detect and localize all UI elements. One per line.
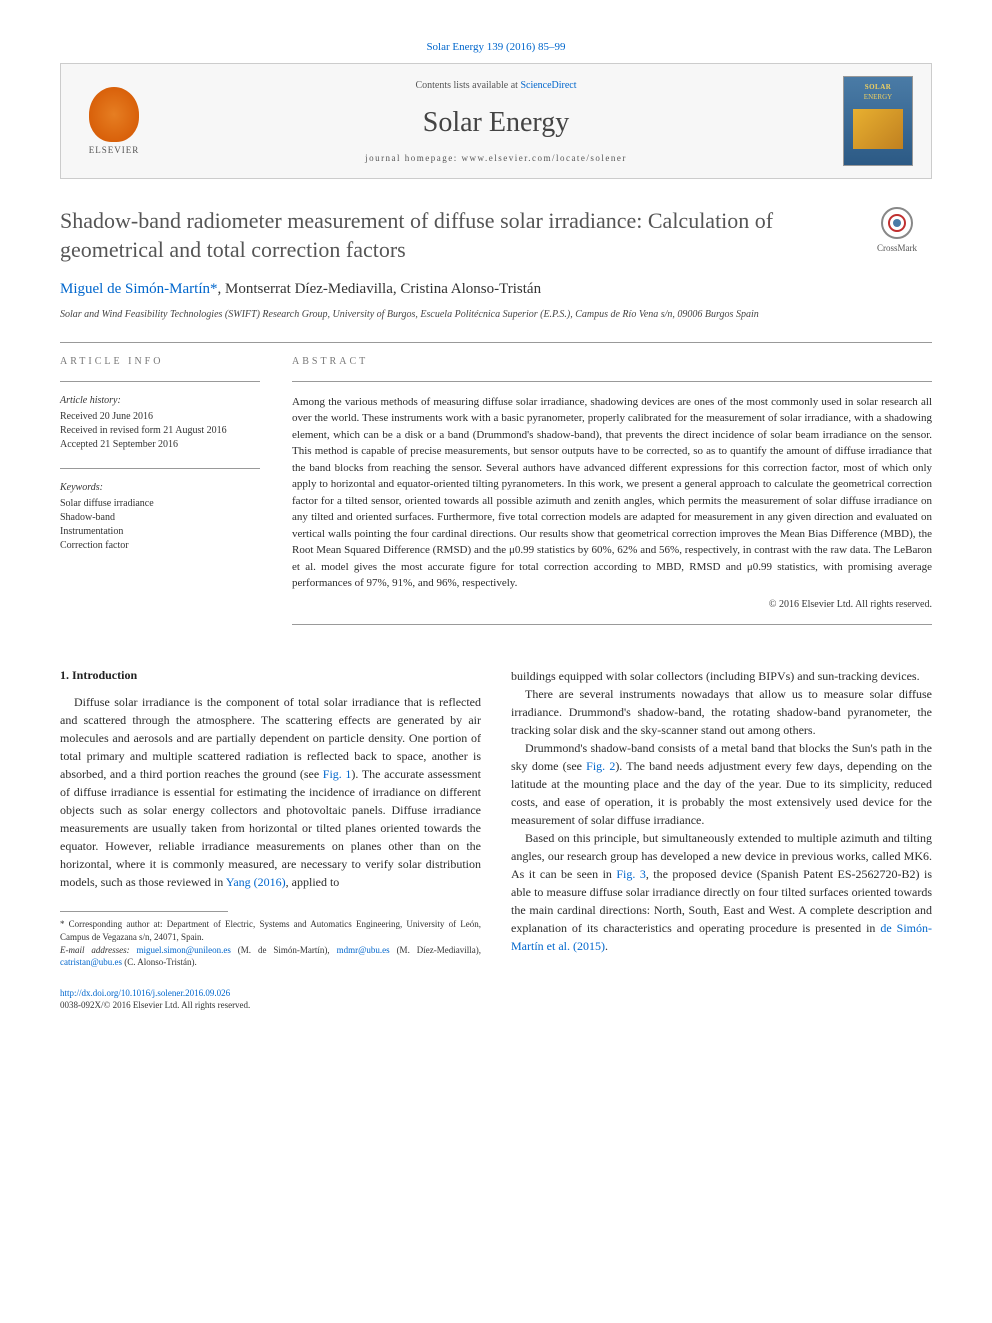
crossmark-label: CrossMark [877,243,917,253]
info-divider-2 [60,468,260,469]
keyword-1: Solar diffuse irradiance [60,497,260,511]
history-label: Article history: [60,394,260,408]
contents-prefix: Contents lists available at [415,80,520,91]
intro-right-text: buildings equipped with solar collectors… [511,667,932,955]
footnote-separator [60,911,228,912]
abstract-copyright: © 2016 Elsevier Ltd. All rights reserved… [292,598,932,612]
affiliation: Solar and Wind Feasibility Technologies … [60,308,932,322]
info-abstract-row: article info Article history: Received 2… [60,355,932,637]
crossmark-icon [881,207,913,239]
crossmark-badge[interactable]: CrossMark [862,207,932,255]
abstract-divider-bottom [292,624,932,625]
corresponding-footnote: * Corresponding author at: Department of… [60,918,481,943]
doi-link[interactable]: http://dx.doi.org/10.1016/j.solener.2016… [60,987,932,1000]
fig-2-link[interactable]: Fig. 2 [586,759,615,773]
elsevier-logo[interactable]: ELSEVIER [79,81,149,161]
keyword-4: Correction factor [60,539,260,553]
email-3-link[interactable]: catristan@ubu.es [60,957,122,967]
cover-subtitle: ENERGY [864,93,892,103]
email-label: E-mail addresses: [60,945,137,955]
section-1-heading: 1. Introduction [60,667,481,684]
journal-header: ELSEVIER Contents lists available at Sci… [60,63,932,179]
email-2-link[interactable]: mdmr@ubu.es [337,945,390,955]
p5-text-c: . [605,939,608,953]
left-column: 1. Introduction Diffuse solar irradiance… [60,667,481,969]
email-1-link[interactable]: miguel.simon@unileon.es [137,945,231,955]
email-3-name: (C. Alonso-Tristán). [122,957,197,967]
journal-name: Solar Energy [149,103,843,142]
p3: There are several instruments nowadays t… [511,685,932,739]
email-2-name: (M. Díez-Mediavilla), [390,945,481,955]
homepage-prefix: journal homepage: [365,153,461,163]
fig-1-link[interactable]: Fig. 1 [323,767,352,781]
divider-top [60,342,932,343]
keyword-2: Shadow-band [60,511,260,525]
abstract-text: Among the various methods of measuring d… [292,394,932,592]
corresponding-mark[interactable]: * [210,281,218,297]
elsevier-label: ELSEVIER [89,144,140,157]
sciencedirect-link[interactable]: ScienceDirect [520,80,576,91]
cover-sun-icon [853,109,903,149]
journal-reference: Solar Energy 139 (2016) 85–99 [60,40,932,55]
article-title: Shadow-band radiometer measurement of di… [60,207,932,264]
keywords-block: Keywords: Solar diffuse irradiance Shado… [60,481,260,553]
p2: buildings equipped with solar collectors… [511,667,932,685]
article-info-column: article info Article history: Received 2… [60,355,260,637]
p1-text-c: , applied to [286,875,340,889]
revised-date: Received in revised form 21 August 2016 [60,424,260,438]
abstract-column: abstract Among the various methods of me… [292,355,932,637]
abstract-heading: abstract [292,355,932,369]
elsevier-tree-icon [89,87,139,142]
history-block: Article history: Received 20 June 2016 R… [60,394,260,452]
keywords-label: Keywords: [60,481,260,495]
header-center: Contents lists available at ScienceDirec… [149,79,843,165]
received-date: Received 20 June 2016 [60,410,260,424]
yang-2016-link[interactable]: Yang (2016) [226,875,286,889]
homepage-url[interactable]: www.elsevier.com/locate/solener [462,153,627,163]
issn-copyright: 0038-092X/© 2016 Elsevier Ltd. All right… [60,999,932,1012]
cover-title: SOLAR [865,83,892,93]
abstract-divider [292,381,932,382]
author-1[interactable]: Miguel de Simón-Martín [60,281,210,297]
intro-paragraph-1: Diffuse solar irradiance is the componen… [60,693,481,891]
authors-line: Miguel de Simón-Martín*, Montserrat Díez… [60,279,932,300]
email-footnote: E-mail addresses: miguel.simon@unileon.e… [60,944,481,969]
journal-cover-thumbnail[interactable]: SOLAR ENERGY [843,76,913,166]
authors-rest: , Montserrat Díez-Mediavilla, Cristina A… [218,281,542,297]
body-columns: 1. Introduction Diffuse solar irradiance… [60,667,932,969]
accepted-date: Accepted 21 September 2016 [60,438,260,452]
fig-3-link[interactable]: Fig. 3 [616,867,645,881]
contents-line: Contents lists available at ScienceDirec… [149,79,843,93]
keyword-3: Instrumentation [60,525,260,539]
email-1-name: (M. de Simón-Martín), [231,945,337,955]
p1-text-b: ). The accurate assessment of diffuse ir… [60,767,481,889]
article-info-heading: article info [60,355,260,369]
info-divider-1 [60,381,260,382]
right-column: buildings equipped with solar collectors… [511,667,932,969]
homepage-line: journal homepage: www.elsevier.com/locat… [149,152,843,165]
